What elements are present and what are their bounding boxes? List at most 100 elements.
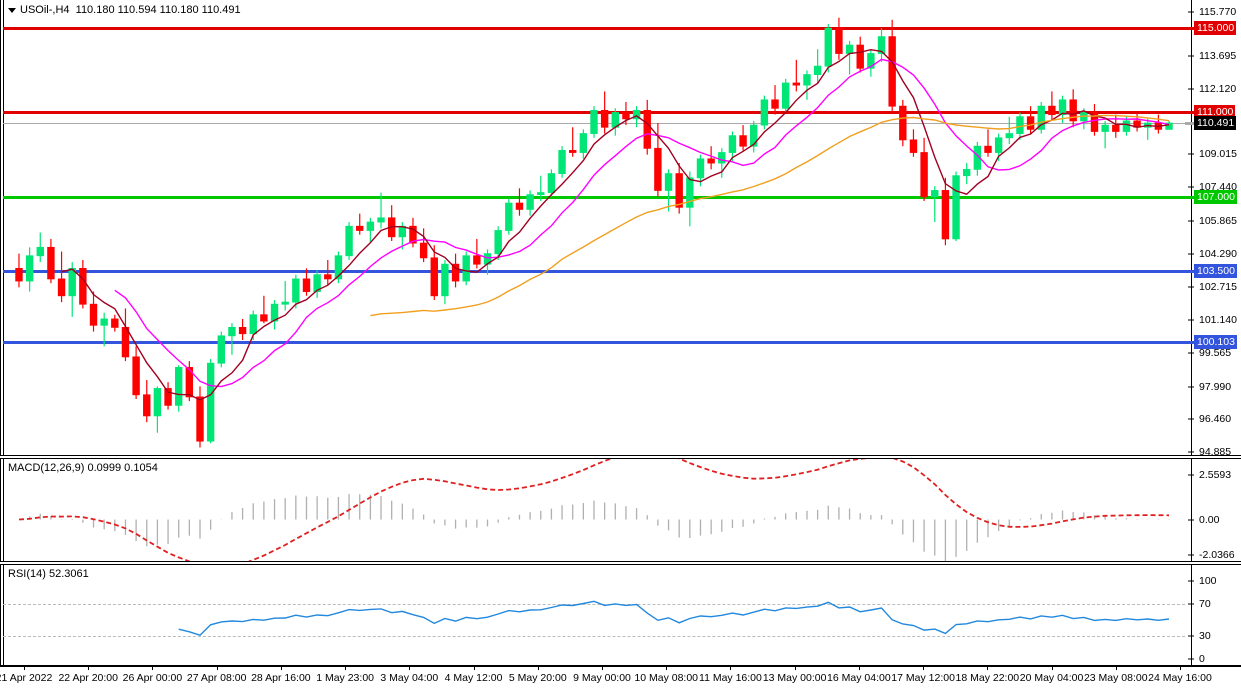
time-tick-mark	[280, 666, 282, 670]
price-tick-label: 94.885	[1199, 446, 1232, 458]
price-level-chip-support-107[interactable]: 107.000	[1194, 189, 1237, 204]
time-tick-mark	[88, 666, 90, 670]
level-line-support-100-103[interactable]	[3, 341, 1185, 345]
macd-series	[18, 459, 1170, 561]
price-tick-mark	[1188, 153, 1194, 155]
price-level-chip-current-price[interactable]: 110.491	[1194, 116, 1237, 131]
time-axis-label: 4 May 12:00	[444, 672, 503, 684]
rsi-axis[interactable]: 100 70 30 0	[1185, 565, 1241, 665]
candlestick-series	[15, 17, 1173, 448]
price-panel: USOil-,H4 110.180 110.594 110.180 110.49…	[0, 0, 1241, 458]
price-level-chip-support-103-5[interactable]: 103.500	[1194, 263, 1237, 278]
rsi-tick-label: 0	[1199, 653, 1205, 665]
price-tick-mark	[1188, 186, 1194, 188]
price-tick-label: 97.990	[1199, 380, 1232, 393]
price-tick-label: 102.715	[1199, 281, 1237, 294]
price-tick-label: 101.140	[1199, 314, 1237, 327]
price-tick-mark	[1188, 253, 1194, 255]
price-plot-area[interactable]	[3, 0, 1185, 455]
chart-title-bar: USOil-,H4 110.180 110.594 110.180 110.49…	[8, 4, 241, 16]
rsi-tick-label: 70	[1199, 598, 1211, 611]
price-tick-mark	[1188, 11, 1194, 13]
price-tick-mark	[1188, 55, 1194, 57]
time-axis-label: 1 May 23:00	[316, 672, 375, 684]
rsi-panel: RSI(14) 52.3061 100 70 30 0	[0, 564, 1241, 666]
rsi-tick-mark	[1188, 635, 1194, 637]
macd-tick-label: -2.0366	[1199, 549, 1235, 561]
time-tick-mark	[1051, 666, 1053, 670]
level-stub-resistance-115	[1185, 27, 1194, 31]
level-line-support-103-5[interactable]	[3, 269, 1185, 273]
rsi-tick-mark	[1188, 658, 1194, 660]
time-tick-mark	[216, 666, 218, 670]
time-tick-mark	[537, 666, 539, 670]
macd-axis[interactable]: 2.5593 0.00 -2.0366	[1185, 459, 1241, 561]
macd-label: MACD(12,26,9) 0.0999 0.1054	[8, 462, 158, 474]
rsi-left-border	[0, 565, 1, 665]
rsi-series	[178, 600, 1170, 636]
price-tick-label: 112.120	[1199, 82, 1237, 95]
level-stub-support-100-103	[1185, 341, 1194, 345]
macd-tick-label: 2.5593	[1199, 469, 1232, 481]
rsi-plot-area[interactable]	[3, 565, 1185, 665]
time-axis-label: 10 May 08:00	[634, 672, 699, 684]
rsi-line	[178, 600, 1170, 636]
time-axis-label: 20 May 04:00	[1019, 672, 1084, 684]
time-tick-mark	[1115, 666, 1117, 670]
rsi-tick-mark	[1188, 603, 1194, 605]
time-tick-mark	[794, 666, 796, 670]
price-tick-label: 109.015	[1199, 148, 1237, 161]
macd-axis-line	[1191, 459, 1192, 561]
price-level-chip-resistance-111[interactable]: 111.000	[1194, 105, 1236, 120]
macd-left-border-inner	[3, 459, 4, 561]
time-axis-label: 27 Apr 08:00	[186, 672, 247, 684]
time-tick-mark	[345, 666, 347, 670]
time-axis-label: 17 May 12:00	[891, 672, 955, 684]
macd-left-border	[0, 459, 1, 561]
level-line-support-107[interactable]	[3, 195, 1185, 199]
price-level-chip-support-100-103[interactable]: 100.103	[1194, 335, 1237, 350]
level-line-resistance-115[interactable]	[3, 27, 1185, 31]
price-tick-label: 99.565	[1199, 347, 1232, 360]
price-level-chip-resistance-115[interactable]: 115.000	[1194, 21, 1237, 36]
price-tick-mark	[1188, 286, 1194, 288]
time-axis	[0, 666, 1241, 688]
time-tick-mark	[1180, 666, 1181, 670]
time-tick-mark	[409, 666, 411, 670]
time-tick-mark	[730, 666, 732, 670]
macd-tick-mark	[1188, 554, 1194, 556]
price-tick-mark	[1188, 220, 1194, 222]
price-axis-line	[1191, 0, 1192, 455]
time-axis-label: 13 May 00:00	[762, 672, 827, 684]
time-tick-mark	[152, 666, 154, 670]
time-tick-mark	[602, 666, 603, 670]
panel-left-border-inner	[3, 0, 4, 455]
rsi-label: RSI(14) 52.3061	[8, 568, 89, 580]
level-stub-support-107	[1185, 195, 1194, 199]
level-stub-current-price	[1185, 122, 1194, 126]
price-tick-mark	[1188, 386, 1194, 388]
chevron-down-icon[interactable]	[8, 7, 16, 13]
price-tick-mark	[1188, 418, 1194, 420]
rsi-tick-mark	[1188, 580, 1194, 582]
level-stub-support-103-5	[1185, 269, 1194, 273]
price-tick-label: 105.865	[1199, 214, 1237, 227]
rsi-axis-line	[1191, 565, 1192, 665]
time-axis-label: 9 May 00:00	[573, 672, 631, 684]
price-tick-label: 115.770	[1199, 6, 1237, 18]
macd-plot-area[interactable]	[3, 459, 1185, 561]
price-axis[interactable]: 115.770 113.695 112.120 109.015 107.440 105.8…	[1185, 0, 1241, 458]
time-tick-mark	[24, 666, 25, 670]
time-axis-label: 11 May 16:00	[699, 672, 762, 684]
time-axis-label: 28 Apr 16:00	[251, 672, 311, 684]
price-tick-mark	[1188, 319, 1194, 321]
rsi-guide-70	[3, 604, 1185, 606]
macd-tick-label: 0.00	[1199, 513, 1220, 526]
time-axis-label: 18 May 22:00	[955, 672, 1020, 684]
macd-tick-mark	[1188, 519, 1194, 521]
price-tick-mark	[1188, 451, 1194, 453]
macd-panel: MACD(12,26,9) 0.0999 0.1054 2.5593 0.00 -2…	[0, 458, 1241, 562]
time-tick-mark	[858, 666, 860, 670]
time-tick-mark	[473, 666, 475, 670]
